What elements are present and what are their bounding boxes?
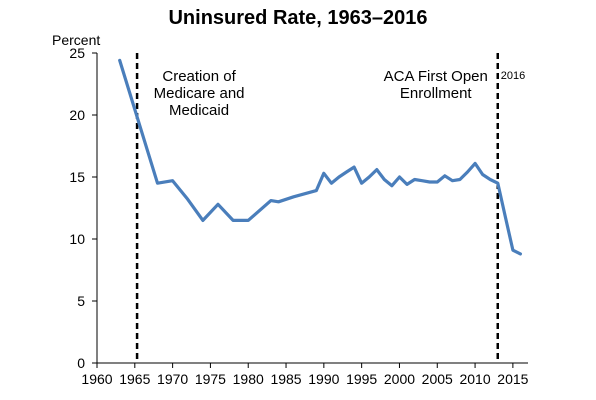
x-tick-label: 1970 bbox=[157, 371, 188, 387]
y-tick-label: 25 bbox=[69, 45, 85, 61]
x-tick-label: 1985 bbox=[270, 371, 301, 387]
y-ticks: 0 5 10 15 20 25 bbox=[69, 45, 97, 371]
x-tick-label: 1975 bbox=[195, 371, 226, 387]
annotation-year-label: 2016 bbox=[501, 70, 525, 82]
annotation-label: Medicare and bbox=[154, 85, 245, 102]
y-tick-label: 10 bbox=[69, 231, 85, 247]
annotation-label: Enrollment bbox=[400, 85, 473, 102]
series-layer bbox=[118, 58, 523, 256]
x-tick-label: 1960 bbox=[81, 371, 112, 387]
x-tick-label: 1995 bbox=[346, 371, 377, 387]
y-tick-label: 20 bbox=[69, 107, 85, 123]
x-tick-label: 1990 bbox=[308, 371, 339, 387]
y-axis-title: Percent bbox=[52, 32, 100, 48]
annotation-label: ACA First Open bbox=[384, 68, 488, 85]
annotation-label: Creation of bbox=[162, 68, 236, 85]
x-tick-label: 2000 bbox=[384, 371, 415, 387]
x-tick-label: 2015 bbox=[497, 371, 528, 387]
uninsured-rate-line bbox=[118, 58, 523, 256]
x-tick-label: 1980 bbox=[233, 371, 264, 387]
chart-title: Uninsured Rate, 1963–2016 bbox=[168, 7, 427, 29]
y-tick-label: 5 bbox=[77, 293, 85, 309]
x-tick-label: 1965 bbox=[119, 371, 150, 387]
y-tick-label: 15 bbox=[69, 169, 85, 185]
annotation-label: Medicaid bbox=[169, 102, 229, 119]
x-tick-label: 2005 bbox=[422, 371, 453, 387]
y-tick-label: 0 bbox=[77, 355, 85, 371]
x-tick-label: 2010 bbox=[459, 371, 490, 387]
x-ticks: 1960 1965 1970 1975 1980 1985 1990 1995 2000 2005… bbox=[81, 363, 529, 387]
